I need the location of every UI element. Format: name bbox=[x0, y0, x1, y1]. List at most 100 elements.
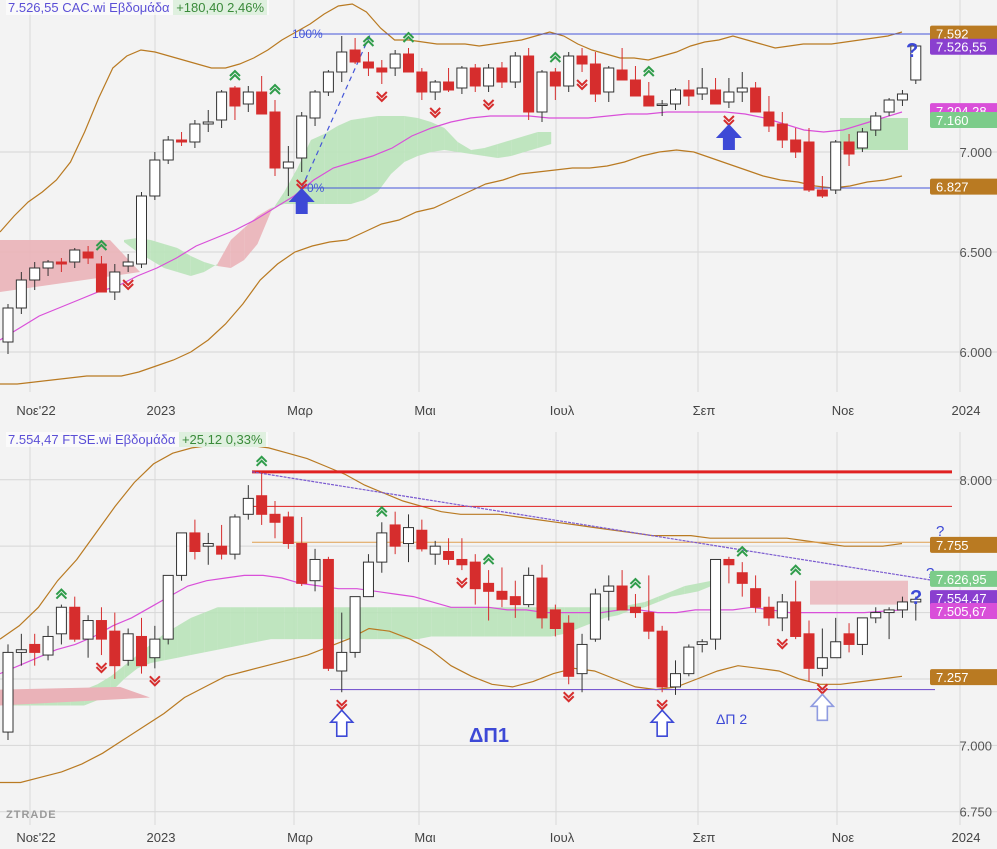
candle-body bbox=[616, 585, 628, 611]
candle-body bbox=[269, 513, 281, 523]
candle-body bbox=[763, 606, 775, 619]
cloud-segment bbox=[404, 607, 418, 640]
cloud-segment bbox=[190, 612, 205, 656]
candle-body bbox=[403, 527, 414, 545]
candle-body bbox=[149, 638, 161, 659]
candle-body bbox=[856, 617, 868, 645]
cloud-segment bbox=[524, 132, 538, 152]
up-arrow-icon bbox=[288, 188, 315, 214]
signal-down-marker bbox=[95, 662, 108, 674]
candle-body bbox=[616, 69, 628, 81]
cac-header: 7.526,55 CAC.wi Εβδομάδα +180,40 2,46% bbox=[6, 0, 270, 15]
cloud-segment bbox=[457, 142, 472, 154]
price-tag bbox=[930, 112, 997, 128]
signal-down-marker bbox=[456, 577, 468, 589]
cloud-segment bbox=[404, 116, 418, 162]
signal-down-marker bbox=[562, 691, 575, 703]
candle-body bbox=[55, 606, 67, 635]
candle-body bbox=[790, 601, 802, 637]
candle-body bbox=[509, 55, 521, 83]
candle-body bbox=[629, 79, 641, 97]
signal-up-marker bbox=[362, 35, 375, 47]
candle-body bbox=[122, 261, 134, 267]
candle-body bbox=[229, 516, 241, 555]
candle-body bbox=[483, 67, 495, 87]
candle-body bbox=[496, 590, 508, 600]
cloud-segment bbox=[284, 168, 298, 204]
candle-body bbox=[82, 620, 94, 640]
signal-up-marker bbox=[643, 65, 655, 77]
signal-up-marker bbox=[255, 455, 268, 467]
cloud-segment bbox=[417, 118, 432, 156]
candle-body bbox=[456, 67, 468, 89]
x-tick-label: 2023 bbox=[147, 403, 176, 418]
price-tag bbox=[930, 590, 997, 607]
cloud-segment bbox=[471, 607, 485, 637]
candle-body bbox=[830, 141, 842, 191]
trendline bbox=[251, 471, 936, 582]
candle-body bbox=[816, 189, 828, 197]
signal-down-marker bbox=[149, 675, 161, 687]
candle-body bbox=[176, 532, 188, 576]
cloud-segment bbox=[190, 256, 205, 276]
price-tag-label: 6.827 bbox=[936, 180, 969, 195]
cloud-segment bbox=[324, 126, 338, 204]
candle-body bbox=[536, 577, 548, 619]
candle-body bbox=[656, 103, 668, 106]
candle-body bbox=[216, 545, 228, 555]
candle-body bbox=[469, 561, 481, 590]
candle-body bbox=[843, 633, 855, 645]
cloud-segment bbox=[604, 607, 619, 618]
cloud-segment bbox=[124, 655, 138, 679]
candle-body bbox=[496, 67, 508, 83]
question-mark-label: ? bbox=[906, 40, 918, 62]
x-tick-label: Νοε bbox=[832, 403, 855, 418]
candle-body bbox=[896, 93, 908, 101]
candle-body bbox=[2, 307, 14, 343]
candle-body bbox=[656, 630, 668, 688]
y-tick-label: 6.000 bbox=[959, 345, 992, 360]
candle-body bbox=[162, 574, 174, 640]
price-tag-label: 7.505,67 bbox=[936, 604, 987, 619]
candle-body bbox=[683, 89, 695, 97]
signal-up-marker bbox=[95, 239, 108, 251]
candle-body bbox=[82, 251, 94, 259]
ftse-header: 7.554,47 FTSE.wi Εβδομάδα +25,12 0,33% bbox=[6, 432, 268, 447]
up-arrow-icon bbox=[809, 693, 836, 722]
cloud-segment bbox=[110, 665, 125, 693]
candle-body bbox=[723, 91, 735, 103]
cloud-segment bbox=[311, 607, 325, 640]
candle-body bbox=[776, 601, 788, 619]
bollinger-lower bbox=[0, 627, 903, 784]
candle-body bbox=[736, 572, 748, 584]
cloud-segment bbox=[671, 586, 685, 597]
signal-down-marker bbox=[776, 638, 789, 650]
signal-down-marker bbox=[576, 79, 588, 91]
price-tag-label: 7.554,47 bbox=[936, 591, 987, 606]
candle-body bbox=[376, 67, 388, 73]
price-tag bbox=[930, 38, 997, 55]
cloud-segment bbox=[284, 607, 298, 640]
ztrade-logo: ZTRADE bbox=[6, 809, 57, 821]
candle-body bbox=[429, 545, 441, 555]
candle-body bbox=[69, 606, 81, 640]
bollinger-upper bbox=[0, 3, 903, 233]
price-tag-label: 7.257 bbox=[936, 670, 969, 685]
candle-body bbox=[176, 139, 188, 143]
cloud-segment bbox=[0, 686, 150, 706]
candle-body bbox=[15, 279, 27, 309]
candle-body bbox=[109, 630, 121, 667]
cloud-segment bbox=[310, 134, 325, 204]
candle-body bbox=[362, 61, 374, 69]
signal-up-marker bbox=[269, 83, 281, 95]
candle-body bbox=[723, 558, 735, 566]
x-tick-label: Νοε'22 bbox=[16, 830, 55, 845]
candle-body bbox=[269, 111, 281, 169]
candle-body bbox=[790, 139, 802, 153]
cloud-segment bbox=[644, 596, 659, 608]
candle-body bbox=[896, 601, 908, 611]
candle-body bbox=[670, 673, 681, 688]
cloud-segment bbox=[297, 607, 312, 640]
